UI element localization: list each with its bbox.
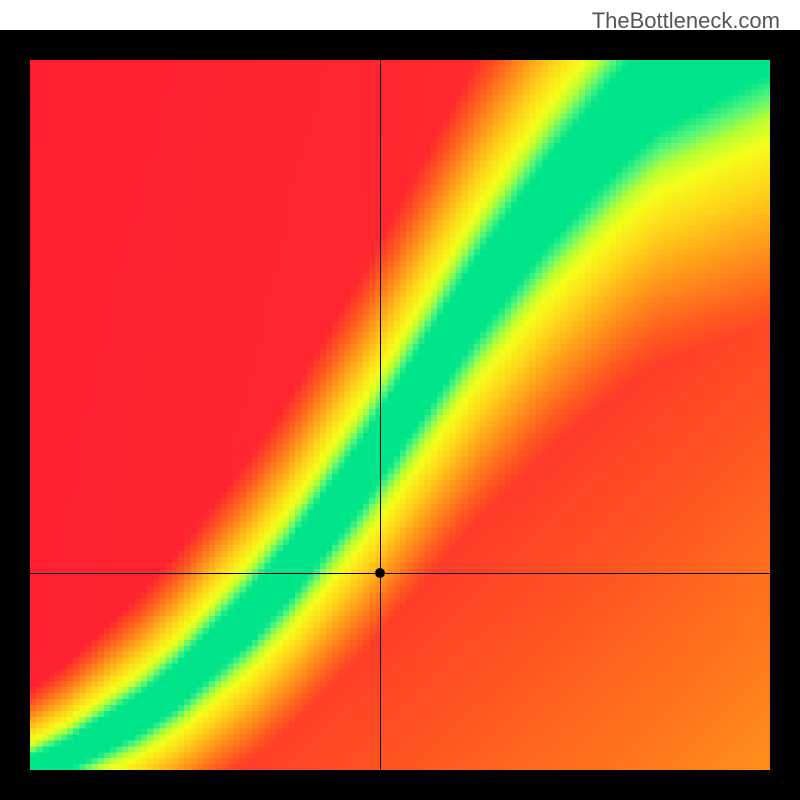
watermark-text: TheBottleneck.com — [592, 8, 780, 34]
chart-outer-frame — [0, 30, 800, 800]
heatmap-plot-area — [30, 60, 770, 770]
crosshair-vertical — [380, 60, 381, 770]
selection-marker — [375, 568, 385, 578]
heatmap-canvas — [30, 60, 770, 770]
crosshair-horizontal — [30, 573, 770, 574]
figure-container: TheBottleneck.com — [0, 0, 800, 800]
